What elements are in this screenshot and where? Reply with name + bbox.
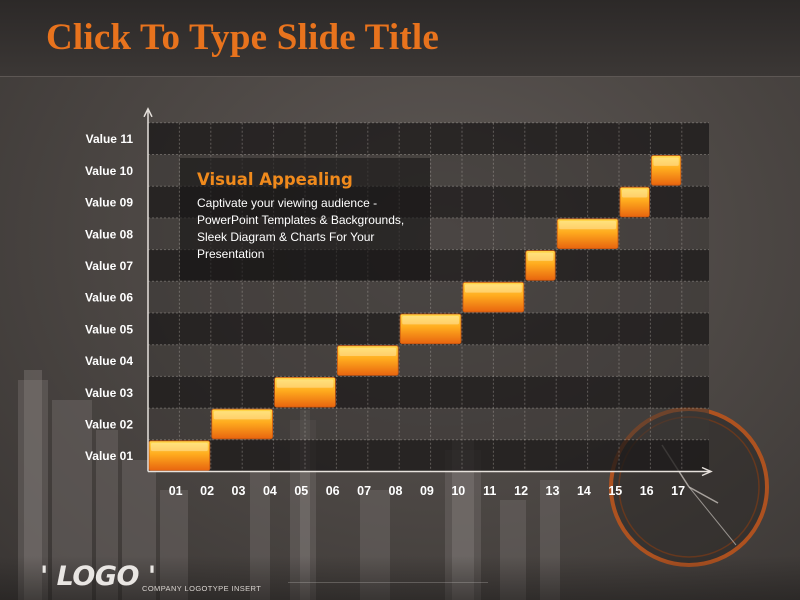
bar-highlight bbox=[622, 189, 648, 198]
y-tick-label: Value 08 bbox=[85, 227, 133, 241]
bar-highlight bbox=[276, 379, 334, 388]
bar-highlight bbox=[559, 220, 616, 230]
bar-highlight bbox=[151, 442, 208, 452]
bar-value-08[interactable] bbox=[556, 218, 619, 249]
company-logotype-text: COMPANY LOGOTYPE INSERT bbox=[142, 584, 262, 593]
x-tick-label: 04 bbox=[263, 484, 277, 498]
y-tick-label: Value 05 bbox=[85, 322, 133, 336]
x-tick-label: 10 bbox=[451, 484, 465, 498]
y-tick-label: Value 06 bbox=[85, 291, 133, 305]
y-tick-label: Value 03 bbox=[85, 386, 133, 400]
bar-highlight bbox=[213, 411, 271, 420]
y-tick-label: Value 01 bbox=[85, 449, 133, 463]
y-axis-arrow bbox=[143, 107, 153, 118]
bar-highlight bbox=[402, 316, 459, 325]
x-tick-label: 11 bbox=[483, 484, 496, 498]
callout-box[interactable]: Visual Appealing Captivate your viewing … bbox=[180, 158, 430, 280]
slide-title[interactable]: Click To Type Slide Title bbox=[46, 17, 439, 58]
x-tick-label: 13 bbox=[546, 484, 560, 498]
bar-highlight bbox=[465, 284, 522, 293]
bar-highlight bbox=[339, 347, 397, 357]
grid-row-band bbox=[148, 122, 709, 155]
footer-band bbox=[0, 556, 800, 600]
x-tick-label: 06 bbox=[326, 484, 340, 498]
x-tick-label: 14 bbox=[577, 484, 591, 498]
x-tick-label: 12 bbox=[514, 484, 528, 498]
bar-value-09[interactable] bbox=[619, 186, 650, 218]
bar-value-06[interactable] bbox=[462, 281, 525, 313]
x-tick-label: 02 bbox=[200, 484, 214, 498]
grid-row-band bbox=[148, 376, 709, 409]
bar-value-03[interactable] bbox=[274, 376, 336, 408]
footer-divider bbox=[288, 582, 488, 583]
bar-value-04[interactable] bbox=[336, 345, 399, 376]
grid-row-band bbox=[148, 344, 709, 377]
x-tick-label: 01 bbox=[169, 484, 183, 498]
x-tick-label: 03 bbox=[232, 484, 246, 498]
bar-highlight bbox=[653, 157, 679, 166]
grid-row-band bbox=[148, 281, 709, 313]
x-tick-label: 05 bbox=[294, 484, 308, 498]
x-tick-label: 17 bbox=[671, 484, 685, 498]
x-tick-label: 07 bbox=[357, 484, 371, 498]
bar-value-05[interactable] bbox=[399, 313, 462, 345]
x-tick-label: 15 bbox=[608, 484, 622, 498]
x-tick-label: 09 bbox=[420, 484, 434, 498]
x-axis-arrow bbox=[701, 466, 713, 477]
grid-row-band bbox=[148, 439, 709, 472]
y-tick-label: Value 02 bbox=[85, 417, 133, 431]
y-tick-label: Value 11 bbox=[86, 132, 134, 146]
bar-value-02[interactable] bbox=[211, 408, 274, 440]
y-tick-label: Value 07 bbox=[85, 259, 133, 273]
bar-highlight bbox=[527, 252, 554, 261]
bar-value-07[interactable] bbox=[525, 250, 556, 281]
logo: ' LOGO ' bbox=[40, 561, 156, 592]
y-tick-label: Value 04 bbox=[85, 354, 133, 368]
bar-value-01[interactable] bbox=[148, 440, 211, 471]
callout-body-text: Captivate your viewing audience - PowerP… bbox=[197, 196, 405, 261]
title-band: Click To Type Slide Title bbox=[0, 0, 800, 77]
x-tick-label: 16 bbox=[640, 484, 654, 498]
y-tick-label: Value 09 bbox=[85, 196, 133, 210]
x-tick-label: 08 bbox=[389, 484, 403, 498]
bar-value-10[interactable] bbox=[651, 155, 682, 186]
callout-heading: Visual Appealing bbox=[197, 170, 353, 189]
y-tick-label: Value 10 bbox=[85, 164, 133, 178]
